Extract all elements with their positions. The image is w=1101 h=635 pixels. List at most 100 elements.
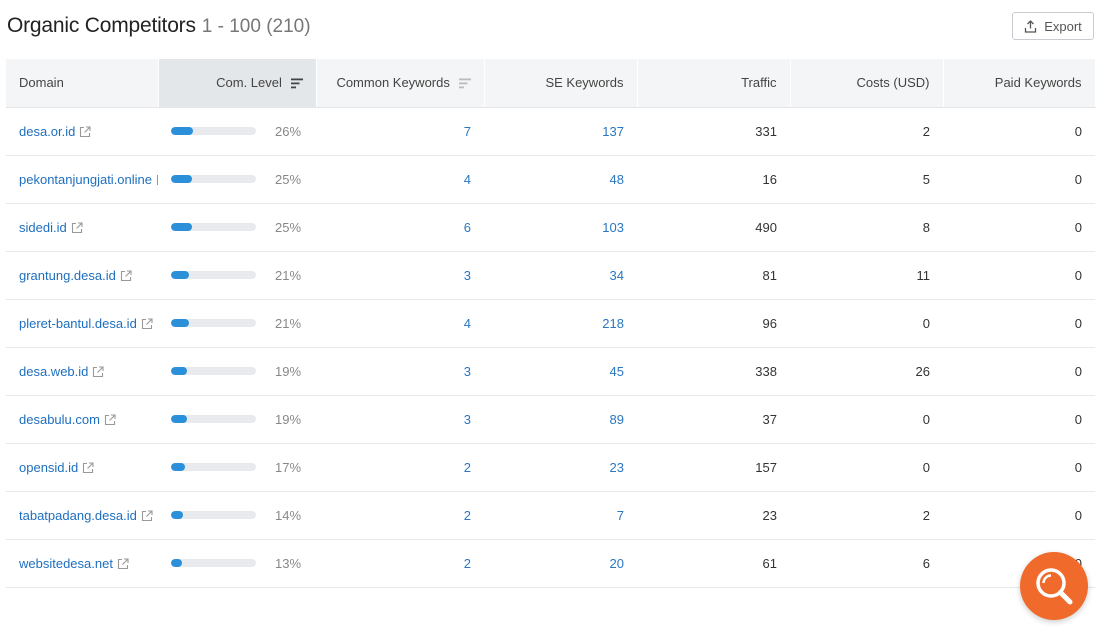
column-header-domain[interactable]: Domain: [6, 59, 159, 108]
external-link-icon[interactable]: [117, 557, 129, 570]
external-link-icon[interactable]: [71, 221, 83, 234]
se-keywords-value[interactable]: 20: [484, 539, 637, 588]
table-header-row: Domain Com. Level Common Keywords SE Key…: [6, 59, 1096, 108]
external-link-icon[interactable]: [104, 413, 116, 426]
traffic-value: 96: [637, 299, 790, 348]
competitors-table: Domain Com. Level Common Keywords SE Key…: [6, 59, 1096, 588]
com-level-bar-fill: [171, 463, 186, 471]
domain-link[interactable]: grantung.desa.id: [19, 268, 116, 284]
common-keywords-value[interactable]: 3: [316, 395, 484, 444]
external-link-icon[interactable]: [156, 174, 158, 186]
table-row: grantung.desa.id 21% 3 34 81 11 0: [6, 251, 1095, 300]
se-keywords-value[interactable]: 23: [484, 443, 637, 492]
com-level-bar-fill: [171, 319, 189, 327]
traffic-value: 23: [637, 491, 790, 540]
com-level-bar: [171, 223, 256, 231]
magnifier-icon: [1036, 568, 1073, 605]
domain-link[interactable]: sidedi.id: [19, 220, 67, 236]
common-keywords-value[interactable]: 2: [316, 491, 484, 540]
common-keywords-value[interactable]: 6: [316, 203, 484, 252]
common-keywords-value[interactable]: 2: [316, 539, 484, 588]
column-header-com-level[interactable]: Com. Level: [158, 59, 317, 108]
paid-keywords-value: 0: [943, 107, 1095, 156]
column-header-common-keywords[interactable]: Common Keywords: [316, 59, 485, 108]
common-keywords-value[interactable]: 3: [316, 347, 484, 396]
paid-keywords-value: 0: [943, 155, 1095, 204]
external-link-icon[interactable]: [120, 269, 132, 282]
domain-cell: desabulu.com: [6, 395, 158, 444]
sort-lines-icon[interactable]: [290, 78, 303, 89]
domain-cell: pekontanjungjati.online: [6, 155, 158, 204]
column-header-traffic[interactable]: Traffic: [637, 59, 791, 108]
domain-link[interactable]: desabulu.com: [19, 412, 100, 428]
com-level-value: 21%: [275, 315, 302, 331]
com-level-cell: 26%: [158, 107, 316, 156]
domain-link[interactable]: desa.or.id: [19, 124, 76, 140]
table-row: sidedi.id 25% 6 103 490 8 0: [6, 203, 1095, 252]
costs-value: 26: [790, 347, 943, 396]
common-keywords-value[interactable]: 3: [316, 251, 484, 300]
common-keywords-value[interactable]: 4: [316, 299, 484, 348]
com-level-cell: 17%: [158, 443, 316, 492]
common-keywords-value[interactable]: 7: [316, 107, 484, 156]
column-header-costs[interactable]: Costs (USD): [790, 59, 944, 108]
com-level-bar: [171, 415, 256, 423]
external-link-icon[interactable]: [141, 509, 153, 522]
com-level-bar-fill: [171, 271, 189, 279]
se-keywords-value[interactable]: 137: [484, 107, 637, 156]
com-level-value: 13%: [275, 555, 302, 571]
domain-link[interactable]: tabatpadang.desa.id: [19, 508, 137, 524]
costs-value: 8: [790, 203, 943, 252]
sort-lines-icon[interactable]: [458, 78, 471, 89]
external-link-icon[interactable]: [141, 317, 153, 330]
table-row: tabatpadang.desa.id 14% 2 7 23 2 0: [6, 491, 1095, 540]
domain-link[interactable]: pekontanjungjati.online: [19, 172, 152, 188]
com-level-bar: [171, 319, 256, 327]
domain-cell: desa.web.id: [6, 347, 158, 396]
traffic-value: 16: [637, 155, 790, 204]
table-row: desa.or.id 26% 7 137 331 2 0: [6, 107, 1095, 156]
traffic-value: 61: [637, 539, 790, 588]
com-level-bar-fill: [171, 367, 188, 375]
domain-link[interactable]: pleret-bantul.desa.id: [19, 316, 137, 332]
com-level-value: 26%: [275, 123, 302, 139]
external-link-icon[interactable]: [82, 461, 94, 474]
se-keywords-value[interactable]: 89: [484, 395, 637, 444]
domain-link[interactable]: websitedesa.net: [19, 556, 113, 572]
com-level-bar-fill: [171, 511, 183, 519]
com-level-value: 25%: [275, 219, 302, 235]
com-level-bar-fill: [171, 223, 193, 231]
com-level-bar: [171, 559, 256, 567]
search-fab-button[interactable]: [1020, 552, 1088, 620]
domain-link[interactable]: opensid.id: [19, 460, 79, 476]
se-keywords-value[interactable]: 48: [484, 155, 637, 204]
export-button[interactable]: Export: [1012, 12, 1094, 40]
paid-keywords-value: 0: [943, 251, 1095, 300]
domain-cell: opensid.id: [6, 443, 158, 492]
domain-cell: tabatpadang.desa.id: [6, 491, 158, 540]
se-keywords-value[interactable]: 103: [484, 203, 637, 252]
common-keywords-value[interactable]: 2: [316, 443, 484, 492]
se-keywords-value[interactable]: 7: [484, 491, 637, 540]
external-link-icon[interactable]: [92, 365, 104, 378]
column-header-paid-keywords[interactable]: Paid Keywords: [943, 59, 1096, 108]
costs-value: 0: [790, 299, 943, 348]
column-header-se-keywords[interactable]: SE Keywords: [484, 59, 638, 108]
com-level-cell: 21%: [158, 251, 316, 300]
com-level-bar: [171, 127, 256, 135]
costs-value: 0: [790, 443, 943, 492]
costs-value: 2: [790, 491, 943, 540]
paid-keywords-value: 0: [943, 203, 1095, 252]
costs-value: 5: [790, 155, 943, 204]
se-keywords-value[interactable]: 45: [484, 347, 637, 396]
external-link-icon[interactable]: [79, 125, 91, 138]
se-keywords-value[interactable]: 34: [484, 251, 637, 300]
com-level-cell: 19%: [158, 395, 316, 444]
domain-link[interactable]: desa.web.id: [19, 364, 89, 380]
page-header: Organic Competitors 1 - 100 (210): [7, 14, 311, 42]
se-keywords-value[interactable]: 218: [484, 299, 637, 348]
common-keywords-value[interactable]: 4: [316, 155, 484, 204]
export-label: Export: [1044, 18, 1082, 34]
upload-icon: [1025, 19, 1037, 33]
paid-keywords-value: 0: [943, 347, 1095, 396]
